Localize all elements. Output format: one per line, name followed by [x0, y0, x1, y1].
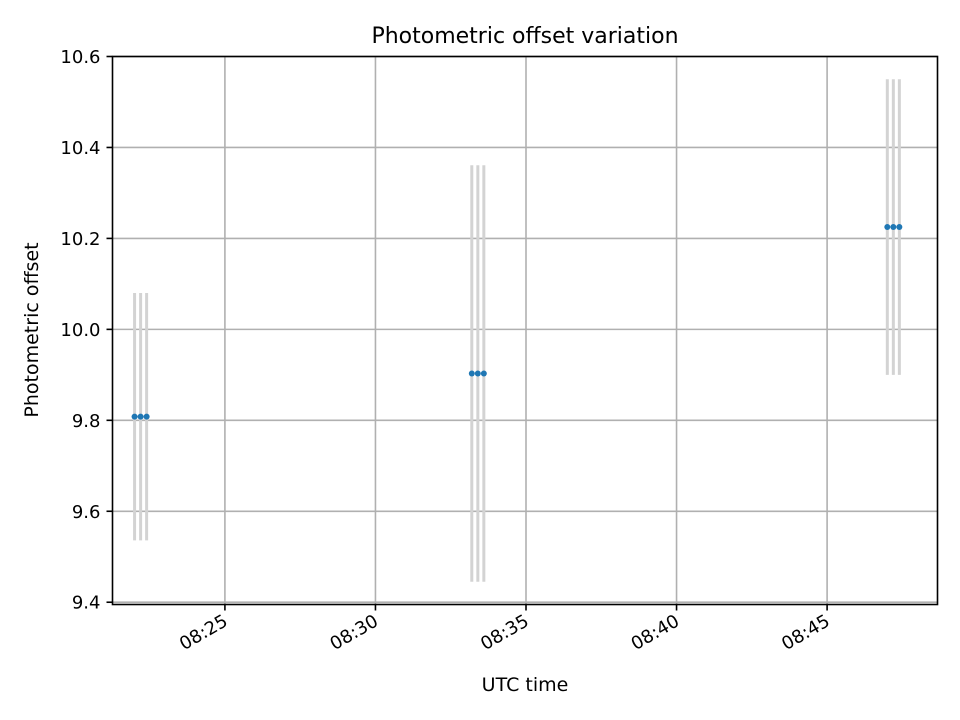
error-bars	[133, 79, 901, 582]
y-axis-ticks: 9.4 9.6 9.8 10.0 10.2 10.4 10.6	[60, 47, 113, 614]
x-tick-label: 08:30	[327, 611, 382, 655]
data-point	[884, 224, 891, 231]
y-tick-label: 9.4	[72, 593, 101, 614]
x-tick-label: 08:25	[176, 611, 231, 655]
data-point	[137, 413, 144, 420]
data-point	[890, 224, 897, 231]
chart-title: Photometric offset variation	[371, 24, 678, 49]
x-axis-label: UTC time	[482, 674, 569, 696]
y-tick-label: 10.0	[60, 320, 100, 341]
x-tick-label: 08:35	[477, 611, 532, 655]
y-axis-label: Photometric offset	[21, 242, 43, 417]
x-tick-label: 08:40	[628, 611, 683, 655]
x-axis-ticks: 08:25 08:30 08:35 08:40 08:45	[176, 604, 834, 655]
y-tick-label: 10.6	[60, 47, 100, 68]
x-tick-label: 08:45	[778, 611, 833, 655]
y-tick-label: 9.8	[72, 411, 101, 432]
plot-frame	[111, 55, 939, 606]
data-point	[896, 224, 903, 231]
data-point	[474, 370, 481, 377]
y-tick-label: 10.4	[60, 138, 100, 159]
grid	[112, 55, 938, 605]
data-points	[131, 224, 903, 420]
data-point	[143, 413, 150, 420]
data-point	[468, 370, 475, 377]
data-point	[480, 370, 487, 377]
y-tick-label: 10.2	[60, 229, 100, 250]
y-tick-label: 9.6	[72, 502, 101, 523]
data-point	[131, 413, 138, 420]
